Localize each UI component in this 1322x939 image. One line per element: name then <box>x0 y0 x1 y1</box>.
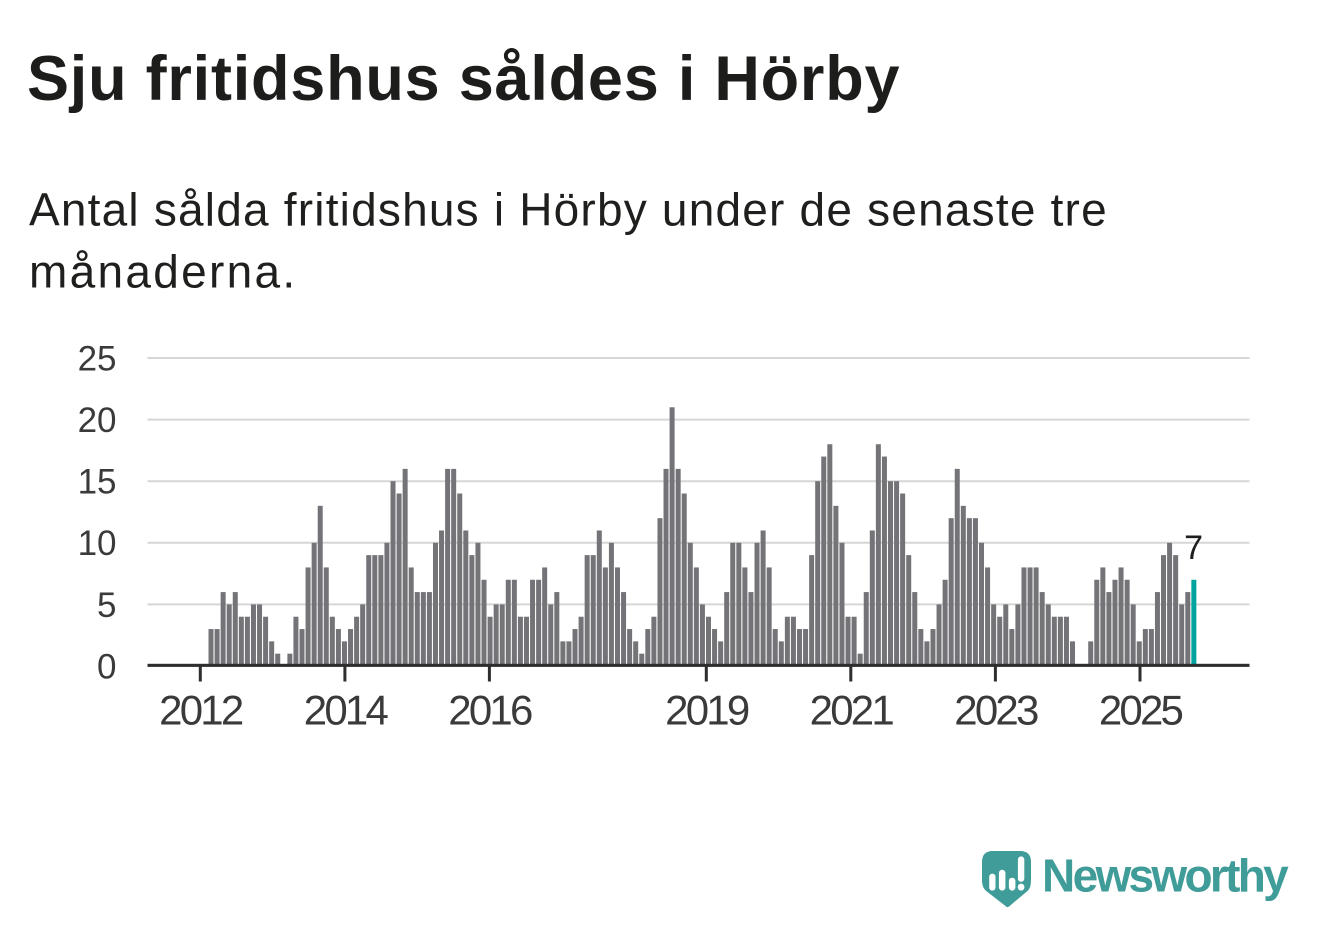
svg-text:7: 7 <box>1184 529 1203 567</box>
svg-text:2019: 2019 <box>665 686 749 733</box>
svg-text:2023: 2023 <box>954 686 1038 733</box>
svg-text:2016: 2016 <box>448 686 532 733</box>
svg-text:Antal sålda fritidshus i Hörby: Antal sålda fritidshus i Hörby under de … <box>29 183 1108 235</box>
svg-text:25: 25 <box>78 339 117 378</box>
svg-text:15: 15 <box>78 463 117 502</box>
svg-text:20: 20 <box>78 401 117 440</box>
svg-text:5: 5 <box>97 586 116 625</box>
svg-text:Sju fritidshus såldes i Hörby: Sju fritidshus såldes i Hörby <box>27 44 900 114</box>
svg-text:2025: 2025 <box>1099 686 1183 733</box>
svg-text:2012: 2012 <box>159 686 243 733</box>
svg-text:månaderna.: månaderna. <box>29 246 298 298</box>
svg-text:0: 0 <box>97 647 116 686</box>
svg-text:2014: 2014 <box>304 686 389 733</box>
svg-text:10: 10 <box>78 524 117 563</box>
svg-text:Newsworthy: Newsworthy <box>1042 849 1289 901</box>
svg-text:2021: 2021 <box>810 686 894 733</box>
